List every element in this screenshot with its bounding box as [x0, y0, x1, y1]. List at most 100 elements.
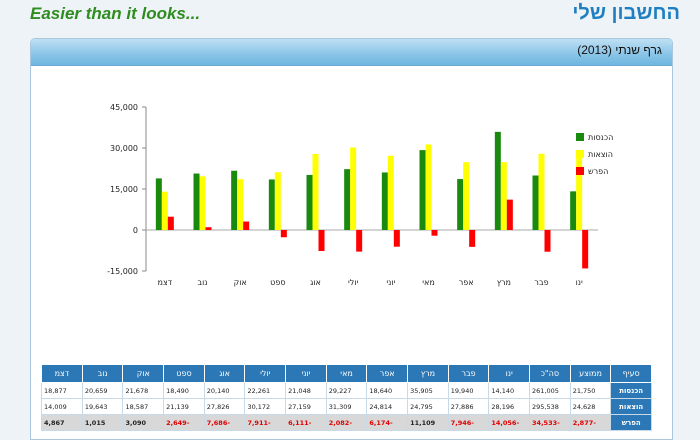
- bar-income[interactable]: [344, 169, 351, 230]
- column-header: אפר: [366, 364, 409, 383]
- table-cell: -7,946: [447, 414, 490, 431]
- legend-swatch: [576, 133, 584, 141]
- bar-diff[interactable]: [393, 230, 400, 247]
- legend-label: הכנסות: [588, 133, 613, 142]
- bar-expense[interactable]: [237, 179, 244, 230]
- summary-table-wrap: סעיף ממוצע סה"כ ינו פבר מרץ אפר מאי יוני יולי אוג ס…: [41, 364, 652, 431]
- x-tick-label: מרץ: [497, 278, 511, 287]
- table-cell: 30,172: [244, 398, 287, 415]
- table-cell: 21,678: [122, 382, 165, 399]
- table-cell: -2,877: [569, 414, 612, 431]
- y-tick-label: -15,000: [107, 267, 138, 276]
- y-tick-label: 15,000: [110, 185, 138, 194]
- column-header: מאי: [325, 364, 368, 383]
- x-tick-label: ינו: [576, 278, 583, 287]
- bar-diff[interactable]: [318, 230, 325, 252]
- column-header: ספט: [163, 364, 205, 383]
- bar-income[interactable]: [532, 175, 539, 230]
- table-cell: 261,005: [529, 382, 571, 399]
- bar-expense[interactable]: [576, 152, 583, 230]
- table-cell: -34,533: [529, 414, 571, 431]
- y-tick-label: 30,000: [110, 144, 138, 153]
- x-tick-label: ספט: [270, 278, 285, 287]
- x-tick-label: יוני: [386, 278, 395, 287]
- table-cell: -14,056: [488, 414, 531, 431]
- bar-expense[interactable]: [312, 153, 319, 230]
- bar-diff[interactable]: [469, 230, 476, 247]
- app-title[interactable]: החשבון שלי: [572, 2, 680, 24]
- bar-income[interactable]: [231, 170, 238, 230]
- bar-income[interactable]: [381, 172, 388, 230]
- bar-expense[interactable]: [538, 153, 545, 230]
- bar-income[interactable]: [155, 178, 162, 230]
- table-cell: 29,227: [325, 382, 368, 399]
- bar-diff[interactable]: [544, 230, 551, 252]
- column-header: נוב: [81, 364, 124, 383]
- x-tick-label: יולי: [348, 278, 359, 287]
- table-header-row: סעיף ממוצע סה"כ ינו פבר מרץ אפר מאי יוני יולי אוג ס…: [41, 364, 652, 383]
- bar-expense[interactable]: [161, 191, 168, 230]
- panel-title: גרף שנתי (2013): [577, 43, 662, 57]
- x-tick-label: אוק: [234, 278, 247, 287]
- column-header: דצמ: [41, 364, 83, 383]
- column-header: מרץ: [407, 364, 449, 383]
- bar-expense[interactable]: [350, 147, 357, 230]
- table-body: הכנסות 21,750 261,005 14,140 19,940 35,905 18,…: [41, 382, 652, 431]
- column-header: ממוצע: [569, 364, 612, 383]
- table-cell: 35,905: [407, 382, 449, 399]
- table-cell: 18,490: [163, 382, 205, 399]
- bar-diff[interactable]: [431, 230, 438, 236]
- table-cell: 14,140: [488, 382, 531, 399]
- table-cell: 24,795: [407, 398, 449, 415]
- table-cell: 27,826: [203, 398, 246, 415]
- table-cell: -6,111: [285, 414, 327, 431]
- table-cell: 18,640: [366, 382, 409, 399]
- table-cell: 1,015: [81, 414, 124, 431]
- table-cell: 27,886: [447, 398, 490, 415]
- bar-income[interactable]: [193, 173, 200, 230]
- table-row: הפרש -2,877 -34,533 -14,056 -7,946 11,109 -6,1…: [41, 414, 652, 431]
- bar-expense[interactable]: [199, 176, 206, 230]
- column-header: יולי: [244, 364, 287, 383]
- bar-diff[interactable]: [506, 199, 513, 230]
- bar-expense[interactable]: [274, 172, 281, 230]
- table-cell: -2,649: [163, 414, 205, 431]
- bar-expense[interactable]: [387, 155, 394, 230]
- bar-income[interactable]: [457, 179, 464, 230]
- legend-swatch: [576, 150, 584, 158]
- bar-diff[interactable]: [280, 230, 287, 238]
- table-cell: -6,174: [366, 414, 409, 431]
- table-cell: 18,587: [122, 398, 165, 415]
- bar-expense[interactable]: [425, 144, 432, 230]
- bar-income[interactable]: [306, 174, 313, 230]
- table-cell: -7,911: [244, 414, 287, 431]
- table-cell: 20,659: [81, 382, 124, 399]
- row-label: הכנסות: [610, 382, 652, 399]
- bar-diff[interactable]: [167, 216, 174, 230]
- summary-table: סעיף ממוצע סה"כ ינו פבר מרץ אפר מאי יוני יולי אוג ס…: [41, 364, 652, 431]
- bar-diff[interactable]: [356, 230, 363, 252]
- x-tick-label: פבר: [534, 278, 548, 287]
- bar-income[interactable]: [494, 131, 501, 230]
- bar-expense[interactable]: [500, 162, 507, 230]
- bar-income[interactable]: [570, 191, 577, 230]
- bar-diff[interactable]: [582, 230, 589, 269]
- row-label: הוצאות: [610, 398, 652, 415]
- x-tick-label: נוב: [197, 278, 207, 287]
- table-cell: 295,538: [529, 398, 571, 415]
- bar-diff[interactable]: [243, 221, 250, 230]
- x-tick-label: מאי: [422, 278, 435, 287]
- column-header: סעיף: [610, 364, 652, 383]
- bar-income[interactable]: [268, 179, 275, 230]
- bar-income[interactable]: [419, 150, 426, 230]
- bar-diff[interactable]: [205, 227, 212, 230]
- table-cell: 14,009: [41, 398, 83, 415]
- table-cell: 21,139: [163, 398, 205, 415]
- table-cell: 24,814: [366, 398, 409, 415]
- top-bar: Easier than it looks... החשבון שלי: [0, 0, 700, 34]
- table-cell: 24,628: [569, 398, 612, 415]
- table-cell: 18,877: [41, 382, 83, 399]
- x-tick-label: אפר: [459, 278, 474, 287]
- table-cell: 28,196: [488, 398, 531, 415]
- bar-expense[interactable]: [463, 162, 470, 230]
